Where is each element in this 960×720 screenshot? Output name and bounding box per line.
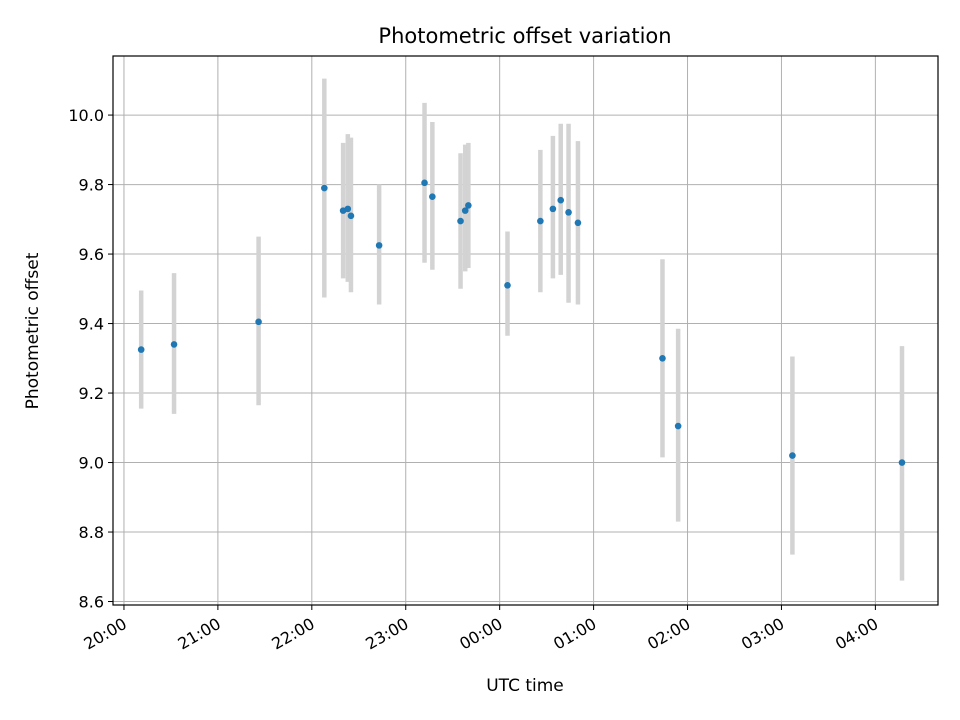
data-point bbox=[465, 202, 472, 209]
data-point bbox=[898, 459, 906, 466]
data-point bbox=[375, 242, 383, 249]
data-point bbox=[255, 318, 262, 326]
x-axis-label: UTC time bbox=[486, 676, 564, 696]
data-point bbox=[674, 422, 682, 430]
data-point bbox=[789, 452, 796, 459]
y-tick-label: 8.6 bbox=[79, 593, 104, 612]
y-tick-label: 9.2 bbox=[79, 384, 104, 403]
data-points bbox=[137, 179, 906, 466]
y-axis: 8.6 8.8 9.0 9.2 9.4 9.6 9.8 10.0 bbox=[68, 106, 113, 612]
y-tick-label: 9.8 bbox=[79, 176, 104, 195]
data-point bbox=[537, 217, 544, 225]
data-point bbox=[421, 179, 428, 187]
grid bbox=[113, 56, 938, 605]
data-point bbox=[504, 282, 511, 289]
y-tick-label: 10.0 bbox=[68, 106, 104, 125]
y-tick-label: 9.4 bbox=[79, 315, 104, 334]
data-point bbox=[461, 207, 469, 214]
data-point bbox=[344, 205, 352, 213]
data-point bbox=[170, 341, 178, 348]
data-point bbox=[457, 217, 464, 225]
data-point bbox=[557, 196, 565, 204]
data-point bbox=[659, 354, 666, 362]
data-point bbox=[565, 209, 572, 216]
chart-title: Photometric offset variation bbox=[378, 24, 671, 48]
data-point bbox=[321, 184, 328, 192]
y-tick-label: 9.0 bbox=[79, 454, 104, 473]
y-tick-label: 8.8 bbox=[79, 523, 104, 542]
y-axis-label: Photometric offset bbox=[23, 252, 43, 409]
data-point bbox=[574, 219, 582, 227]
data-point bbox=[429, 193, 436, 201]
data-point bbox=[137, 346, 145, 353]
plot-frame bbox=[112, 55, 939, 606]
data-point bbox=[347, 212, 355, 220]
data-point bbox=[549, 205, 557, 213]
y-tick-label: 9.6 bbox=[79, 245, 104, 264]
